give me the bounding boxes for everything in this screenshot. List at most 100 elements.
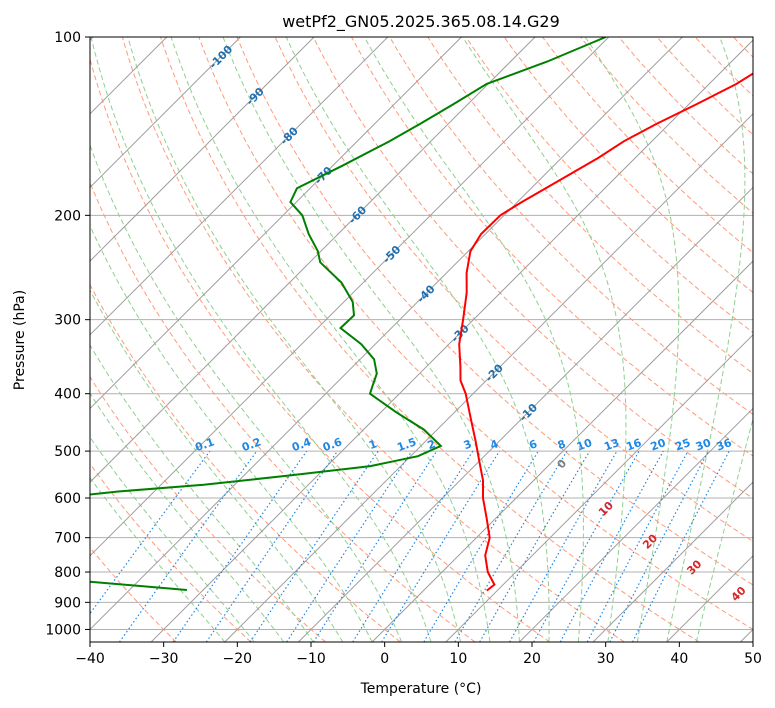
y-axis-label: Pressure (hPa) (12, 290, 28, 390)
moist-adiabat-line (90, 436, 255, 642)
mixing-ratio-line (352, 450, 474, 642)
mixing-ratio-label: 0.2 (240, 435, 263, 454)
moist-adiabat-line (285, 37, 550, 642)
mixing-ratio-label: 0.4 (290, 435, 313, 454)
y-tick-label: 900 (54, 595, 81, 611)
y-tick-label: 400 (54, 387, 81, 403)
y-tick-label: 600 (54, 491, 81, 507)
mixing-ratio-label: 36 (715, 436, 734, 454)
isotherm-line (90, 37, 610, 557)
dry-adiabat-line (351, 37, 753, 457)
isotherm-line (592, 481, 753, 642)
dry-adiabat-line (389, 37, 753, 416)
y-tick-label: 300 (54, 313, 81, 329)
x-tick-label: −20 (223, 651, 253, 667)
y-tick-label: 500 (54, 444, 81, 460)
isotherm-line (90, 37, 241, 189)
moist-adiabat-line (90, 344, 314, 642)
moist-adiabat-line (584, 37, 680, 642)
isotherm-line (519, 407, 753, 642)
axis-ticks: −40 −30 −20 −10 0 10 20 30 40 5010020030040050060… (45, 30, 762, 667)
isotherm-line (90, 37, 536, 483)
moist-adiabat-line (222, 37, 520, 642)
mixing-ratio-line (381, 450, 501, 642)
mixing-ratio-label: 25 (673, 436, 692, 453)
isotherm-line (298, 186, 753, 642)
mixing-ratio-label: 13 (602, 436, 621, 453)
mixing-ratio-label: 4 (488, 437, 500, 452)
x-tick-label: 10 (449, 651, 467, 667)
isotherm-line (90, 37, 683, 631)
isotherm-line (445, 334, 753, 642)
moist-adiabat-line (90, 224, 373, 642)
axes-border (89, 36, 754, 643)
mixing-ratio-line (312, 450, 438, 642)
chart-title: wetPf2_GN05.2025.365.08.14.G29 (282, 12, 560, 32)
dewpoint-profile-line (90, 37, 607, 591)
dry-adiabat-line (90, 283, 401, 642)
x-tick-label: −10 (296, 651, 326, 667)
moist-adiabat-line (90, 392, 285, 642)
mixing-ratio-label: 10 (575, 436, 594, 454)
dry-adiabat-line (90, 376, 326, 642)
isotherm-line (90, 37, 315, 262)
isotherm-line (224, 113, 753, 642)
moist-adiabat-line (666, 37, 746, 642)
dry-adiabat-line (160, 37, 700, 642)
dry-adiabat-line (121, 37, 625, 642)
moist-adiabat-line (90, 37, 432, 642)
plot-area: 0.1 0.2 0.4 0.6 1 1.5 2 3 4 6 8 10 13 16 20 25 30 36-100-… (90, 37, 753, 642)
dry-adiabat-line (312, 37, 753, 499)
isotherm-line (371, 260, 753, 642)
isotherm-line (90, 37, 462, 410)
isotherm-line (90, 37, 389, 336)
moist-adiabat-line (462, 37, 627, 642)
mixing-ratio-label: 6 (527, 437, 539, 452)
mixing-ratio-label: 8 (556, 437, 568, 452)
y-tick-label: 200 (54, 208, 81, 224)
mixing-ratio-label: 0.6 (321, 435, 344, 454)
x-tick-label: 40 (670, 651, 688, 667)
mixing-ratio-label: 2 (426, 437, 438, 452)
dry-adiabat-line (90, 181, 476, 642)
x-tick-label: −30 (149, 651, 179, 667)
mixing-ratio-line (454, 450, 568, 642)
mixing-ratio-line (423, 450, 539, 642)
y-tick-label: 1000 (45, 622, 81, 638)
mixing-ratio-line (119, 450, 258, 642)
isotherm-line (150, 39, 753, 642)
dry-adiabat-line (274, 37, 753, 542)
mixing-ratio-label: 1 (367, 437, 379, 452)
dry-adiabat-line (198, 37, 753, 630)
mixing-ratio-label: 3 (462, 437, 474, 452)
x-tick-label: −40 (75, 651, 105, 667)
x-tick-label: 30 (597, 651, 615, 667)
x-tick-label: 20 (523, 651, 541, 667)
mixing-ratio-line (172, 450, 308, 642)
mixing-ratio-line (533, 450, 640, 642)
y-tick-label: 800 (54, 565, 81, 581)
y-tick-label: 700 (54, 531, 81, 547)
x-tick-label: 0 (380, 651, 389, 667)
mixing-ratio-label: 1.5 (395, 435, 418, 454)
mixing-ratio-label: 30 (694, 436, 713, 454)
dry-adiabat-line (465, 37, 753, 334)
dry-adiabat-line (580, 37, 753, 214)
y-tick-label: 100 (54, 30, 81, 46)
mixing-ratio-line (479, 450, 591, 642)
moist-adiabat-line (90, 476, 226, 642)
mixing-ratio-line (559, 450, 664, 642)
mixing-ratio-label: 16 (624, 436, 643, 454)
dry-adiabat-line (503, 37, 753, 294)
moist-adiabat-line (127, 37, 461, 642)
x-axis-label: Temperature (°C) (360, 681, 482, 697)
mixing-ratio-line (90, 450, 211, 615)
moist-adiabat-line (364, 37, 584, 642)
mixing-ratio-line (509, 450, 618, 642)
moist-adiabat-line (170, 37, 491, 642)
moist-adiabat-line (695, 416, 753, 642)
temperature-profile-line (458, 72, 753, 592)
moist-adiabat-line (90, 289, 344, 642)
